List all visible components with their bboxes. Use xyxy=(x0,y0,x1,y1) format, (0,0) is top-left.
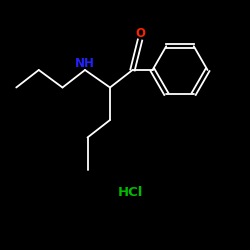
Text: NH: NH xyxy=(75,57,95,70)
Text: HCl: HCl xyxy=(117,186,143,199)
Text: O: O xyxy=(135,27,145,40)
